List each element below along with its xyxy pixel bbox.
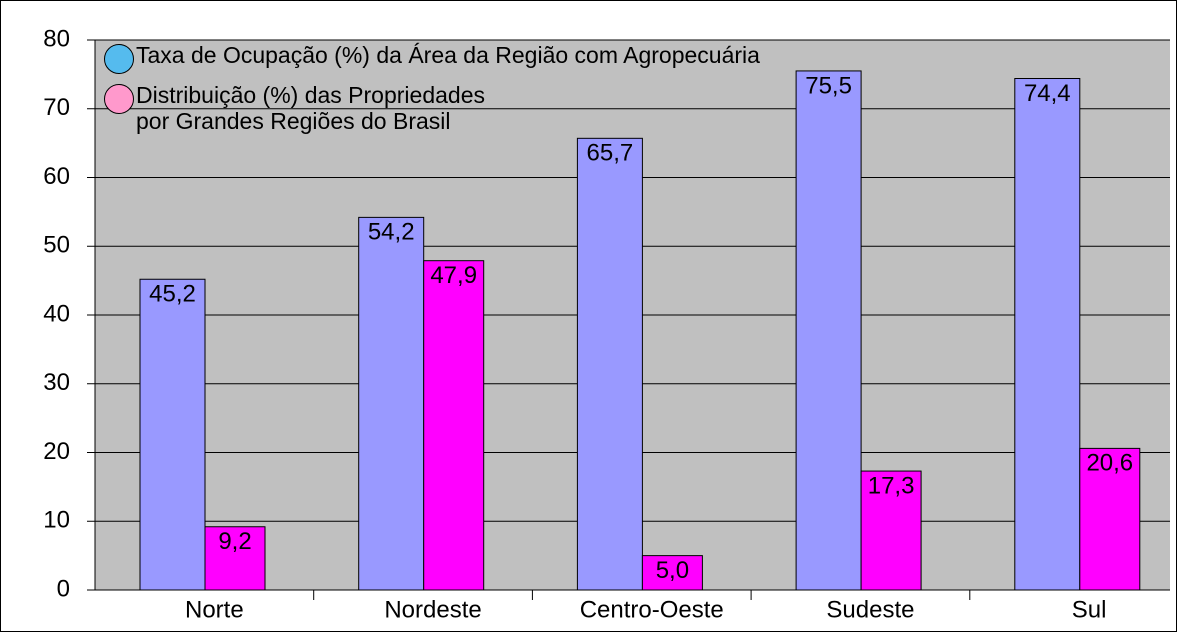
bar <box>1079 447 1141 591</box>
bar <box>576 137 643 591</box>
legend-label: Distribuição (%) das Propriedades por Gr… <box>136 82 485 134</box>
y-tick-label: 80 <box>43 25 70 52</box>
y-tick-label: 20 <box>43 438 70 465</box>
bar <box>795 70 862 591</box>
x-tick-label: Norte <box>185 596 244 623</box>
y-tick-label: 10 <box>43 507 70 534</box>
data-label: 65,7 <box>587 140 634 167</box>
bar <box>641 555 703 591</box>
y-tick-label: 40 <box>43 300 70 327</box>
data-label: 5,0 <box>656 557 689 584</box>
data-label: 20,6 <box>1086 450 1133 477</box>
data-label: 54,2 <box>368 219 415 246</box>
x-tick-label: Centro-Oeste <box>580 596 724 623</box>
legend-label: Taxa de Ocupação (%) da Área da Região c… <box>136 42 760 68</box>
y-tick-label: 30 <box>43 369 70 396</box>
y-tick-label: 60 <box>43 163 70 190</box>
data-label: 47,9 <box>430 262 477 289</box>
x-tick-label: Sudeste <box>826 596 914 623</box>
bar <box>358 216 425 591</box>
y-tick-label: 50 <box>43 232 70 259</box>
legend-marker <box>104 84 134 114</box>
data-label: 9,2 <box>218 528 251 555</box>
bar <box>1014 78 1081 591</box>
data-label: 45,2 <box>149 281 196 308</box>
y-tick-label: 70 <box>43 94 70 121</box>
y-tick-label: 0 <box>57 575 70 602</box>
x-tick-label: Sul <box>1072 596 1107 623</box>
bar <box>423 260 485 591</box>
data-label: 74,4 <box>1024 80 1071 107</box>
bar <box>139 278 206 591</box>
data-label: 17,3 <box>868 472 915 499</box>
data-label: 75,5 <box>805 72 852 99</box>
x-tick-label: Nordeste <box>384 596 481 623</box>
legend-marker <box>104 44 134 74</box>
bar <box>204 526 266 591</box>
